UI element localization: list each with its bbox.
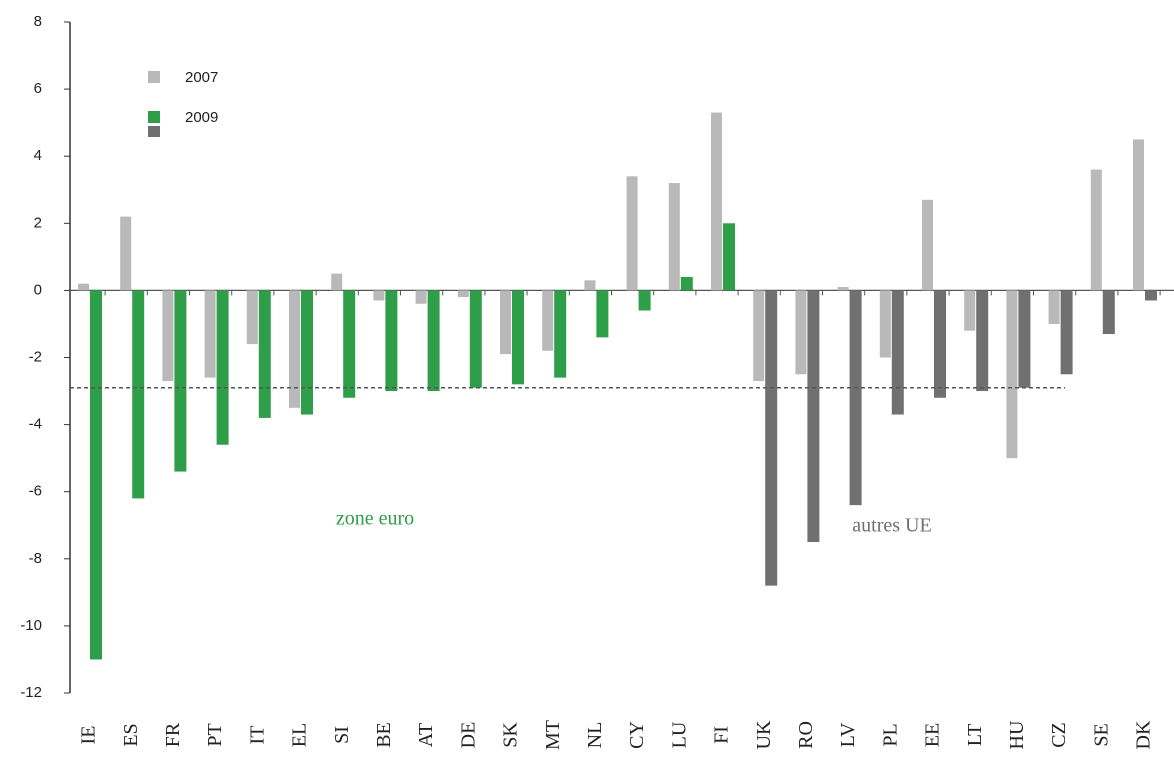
bar [723,223,735,291]
x-tick-label: CY [626,721,648,749]
bar [711,112,722,291]
x-tick-label: IT [246,726,268,745]
bar [879,290,891,358]
bar [331,273,343,291]
bar [1048,290,1060,324]
x-tick-label: EE [922,723,944,747]
y-tick-label: 0 [34,281,42,298]
x-tick-label: AT [415,723,437,747]
x-tick-label: PL [879,723,901,746]
bar [934,290,946,398]
bar [626,176,638,291]
x-tick-label: UK [753,720,775,749]
bar [1060,290,1073,375]
x-tick-label: FR [162,722,184,747]
bar [415,290,427,304]
bar [174,290,187,472]
x-tick-label: MT [542,720,564,750]
bar [1145,290,1157,301]
bar [807,290,820,543]
bar [542,290,554,351]
x-tick-label: SE [1090,723,1112,746]
bar [596,290,609,338]
x-tick-label: DE [457,722,479,749]
bar [427,290,440,392]
bar [204,290,216,378]
bar [554,290,567,378]
bar [120,216,132,291]
bar [216,290,229,445]
x-tick-label: SK [500,722,522,748]
x-tick-label: ES [120,723,142,746]
y-tick-label: -8 [29,550,42,567]
x-tick-label: BE [373,722,395,748]
bar [132,290,145,499]
bar [668,183,680,291]
bar [976,290,989,392]
x-tick-label: SI [331,726,353,744]
x-tick-label: RO [795,721,817,749]
bar [1090,169,1102,291]
y-tick-label: -6 [29,483,42,500]
bar [162,290,174,381]
y-tick-label: -10 [20,617,42,634]
bar [680,276,693,291]
x-tick-label: PT [204,723,226,746]
bar [765,290,778,586]
bar [922,199,933,291]
y-tick-label: 6 [34,80,42,97]
bar [246,290,258,345]
x-tick-label: NL [584,722,606,749]
y-tick-label: -2 [29,348,42,365]
legend-label: 2007 [185,69,218,86]
bar [78,283,89,291]
x-tick-label: IE [78,726,100,745]
bar [500,290,511,355]
bar [343,290,356,398]
x-tick-label: LV [837,722,859,747]
x-tick-label: DK [1133,720,1155,749]
legend-swatch [148,111,160,123]
bar [457,290,469,298]
bar [469,290,482,388]
bar [795,290,807,375]
legend-label: 2009 [185,109,218,126]
bar [373,290,385,301]
bar [849,290,862,506]
bar [90,290,102,660]
bar [289,290,300,408]
x-tick-label: CZ [1048,722,1070,748]
bar [301,290,313,415]
y-tick-label: -4 [29,416,42,433]
annotation: zone euro [336,508,414,530]
x-tick-label: EL [289,723,311,747]
y-tick-label: -12 [20,684,42,701]
legend-swatch [148,71,160,83]
y-tick-label: 4 [34,147,42,164]
bar [1133,139,1144,291]
x-tick-label: HU [1006,720,1028,749]
legend-swatch [148,126,160,137]
bar [1006,290,1018,459]
annotation: autres UE [852,515,931,537]
bar [964,290,976,331]
x-tick-label: FI [711,726,733,744]
y-tick-label: 8 [34,13,42,30]
bar [837,287,849,291]
x-tick-label: LU [668,721,690,748]
bar [385,290,398,392]
x-tick-label: LT [964,724,986,747]
bar [753,290,765,381]
bar [1018,290,1031,388]
y-tick-label: 2 [34,214,42,231]
bar [512,290,524,385]
bar [584,280,596,291]
bar [891,290,904,415]
bar [258,290,271,418]
bar [1102,290,1115,335]
bar [638,290,651,311]
